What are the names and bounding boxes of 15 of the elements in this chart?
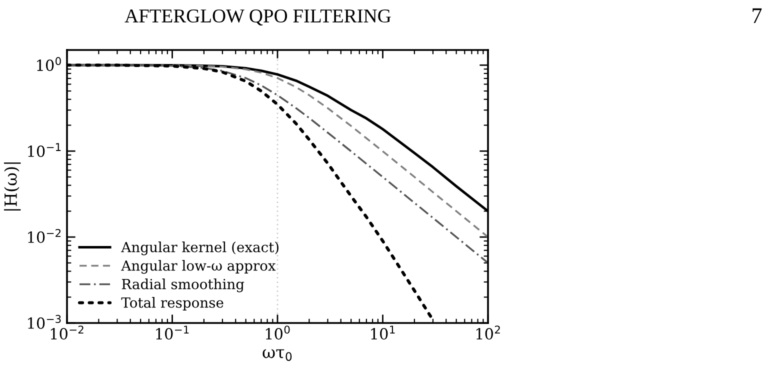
legend-label: Angular low-ω approx: [121, 260, 276, 274]
x-axis-title: ωτ$_{0}$: [262, 349, 292, 361]
x-tick-label: 10$^{−1}$: [156, 326, 189, 340]
y-axis-title: |H(ω)|: [4, 162, 21, 211]
x-tick-label: 10$^{2}$: [476, 326, 500, 340]
y-tick-label: 10$^{−2}$: [28, 228, 61, 243]
legend-label: Radial smoothing: [122, 278, 244, 292]
x-tick-label: 10$^{1}$: [371, 326, 395, 340]
legend-label: Total response: [121, 297, 224, 310]
text: AFTERGLOW QPO FILTERING: [124, 9, 391, 26]
text: 7: [752, 8, 762, 23]
x-tick-label: 10$^{0}$: [266, 326, 290, 340]
legend-label: Angular kernel (exact): [121, 242, 278, 256]
y-tick-label: 10$^{−1}$: [28, 143, 61, 158]
y-tick-label: 10$^{0}$: [37, 57, 61, 72]
